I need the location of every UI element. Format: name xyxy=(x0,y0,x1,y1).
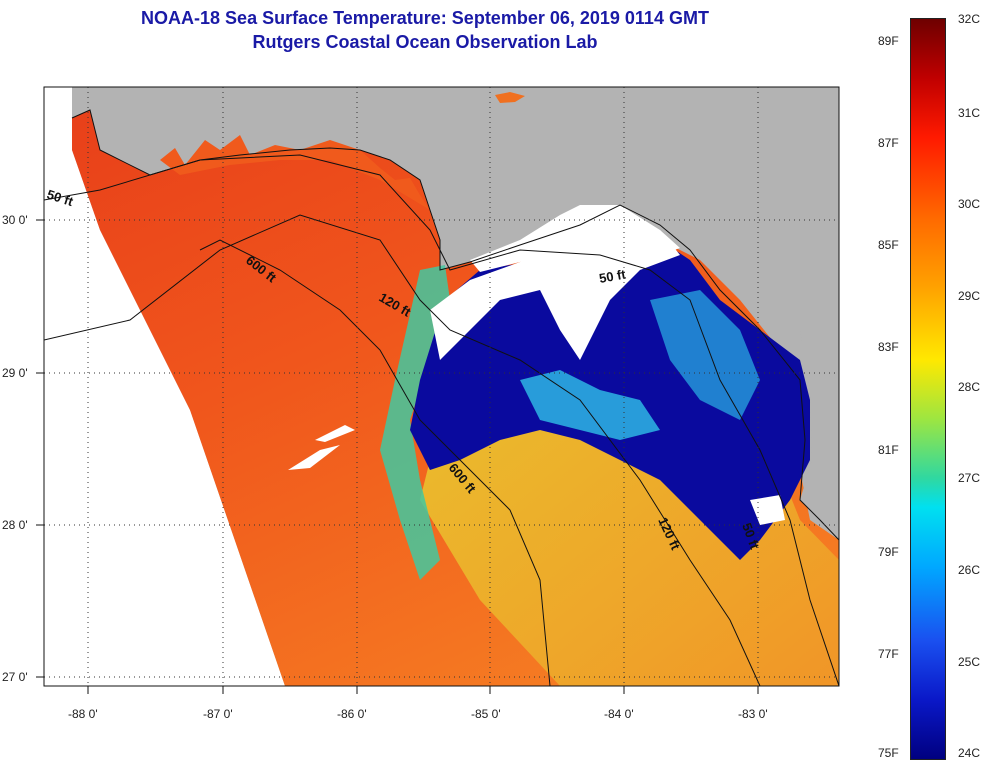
colorbar-celsius-label: 27C xyxy=(958,471,981,485)
colorbar-celsius-label: 25C xyxy=(958,655,981,669)
colorbar-celsius-label: 29C xyxy=(958,289,981,303)
lon-tick-label: -86 0' xyxy=(337,707,367,721)
tick-marks xyxy=(36,219,759,694)
colorbar-fahrenheit-label: 89F xyxy=(878,34,899,48)
coastline xyxy=(71,109,839,541)
lat-tick-label: 30 0' xyxy=(2,213,28,227)
lon-tick-label: -88 0' xyxy=(68,707,98,721)
temperature-colorbar xyxy=(910,18,946,760)
colorbar-fahrenheit-label: 75F xyxy=(878,746,899,760)
cloud-streak-3 xyxy=(750,495,785,525)
colorbar-fahrenheit-label: 77F xyxy=(878,647,899,661)
map-frame xyxy=(43,86,840,687)
colorbar-fahrenheit-label: 83F xyxy=(878,340,899,354)
colorbar-celsius-label: 26C xyxy=(958,563,981,577)
lon-tick-label: -83 0' xyxy=(738,707,768,721)
contour-label: 50 ft xyxy=(598,266,628,286)
lat-tick-label: 27 0' xyxy=(2,670,28,684)
lat-tick-label: 28 0' xyxy=(2,518,28,532)
cyan-patch-east xyxy=(650,290,760,420)
colorbar-celsius-label: 32C xyxy=(958,12,981,26)
contour-120ft xyxy=(44,214,761,686)
lon-tick-label: -84 0' xyxy=(604,707,634,721)
map-title: NOAA-18 Sea Surface Temperature: Septemb… xyxy=(141,8,709,28)
panhandle-bays xyxy=(160,135,430,210)
colorbar-celsius-label: 30C xyxy=(958,197,981,211)
colorbar-fahrenheit-label: 87F xyxy=(878,136,899,150)
cloud-streak-1 xyxy=(288,445,340,470)
florida-land xyxy=(560,87,839,530)
colorbar-fahrenheit-label: 79F xyxy=(878,545,899,559)
small-bay xyxy=(495,92,525,103)
colorbar-celsius-label: 31C xyxy=(958,106,981,120)
colorbar-celsius-label: 28C xyxy=(958,380,981,394)
cloud-streak-2 xyxy=(315,425,355,442)
florida-no-data xyxy=(470,205,680,272)
contour-50ft xyxy=(44,154,839,686)
map-subtitle: Rutgers Coastal Ocean Observation Lab xyxy=(252,32,598,52)
contour-600ft xyxy=(199,239,551,686)
colorbar-fahrenheit-label: 81F xyxy=(878,443,899,457)
lat-tick-label: 29 0' xyxy=(2,366,28,380)
colorbar-celsius-label: 24C xyxy=(958,746,981,760)
lon-tick-label: -87 0' xyxy=(203,707,233,721)
colorbar-fahrenheit-label: 85F xyxy=(878,238,899,252)
no-data-swath xyxy=(44,87,285,686)
cyan-patches xyxy=(520,370,660,440)
lon-tick-label: -85 0' xyxy=(471,707,501,721)
